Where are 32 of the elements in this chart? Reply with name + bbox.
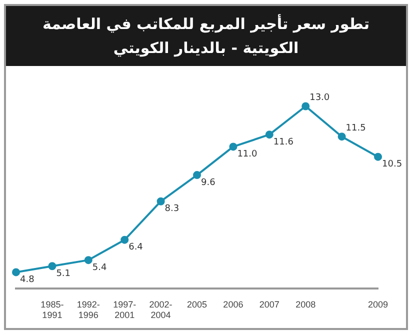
data-label: 9.6	[201, 178, 216, 188]
x-tick-label: 2005	[186, 299, 208, 310]
point	[48, 262, 56, 270]
point	[12, 268, 20, 276]
x-tick-label: 2007	[259, 299, 280, 310]
x-tick-label: 1992-1996	[76, 299, 100, 320]
point	[84, 256, 92, 264]
point	[338, 132, 346, 141]
data-label: 11.5	[346, 123, 366, 134]
x-tick-label: 1985-1991	[40, 299, 64, 320]
point	[120, 236, 129, 244]
x-tick-label: 2009	[368, 299, 388, 310]
point	[374, 152, 382, 161]
point	[302, 102, 310, 110]
data-label: 5.4	[92, 262, 107, 273]
chart-title: تطور سعر تأجير المربع للمكاتب في العاصمة الكويتية - بالدينار الكويتي	[6, 6, 406, 66]
data-label: 11.6	[273, 137, 294, 148]
x-tick-label: 2006	[223, 299, 244, 310]
point	[265, 130, 274, 139]
x-tick-label: 2002-2004	[149, 299, 172, 320]
data-label: 11.0	[237, 150, 258, 160]
data-label: 4.8	[20, 275, 35, 286]
point	[156, 197, 165, 206]
data-label: 5.1	[56, 268, 71, 279]
point	[193, 171, 201, 180]
x-tick-label: 2008	[296, 299, 316, 310]
point	[229, 142, 238, 151]
data-label: 10.5	[382, 160, 402, 170]
data-label: 13.0	[310, 93, 330, 104]
x-tick-label: 1997-2001	[113, 299, 136, 320]
data-label: 6.4	[128, 242, 144, 253]
data-label: 8.3	[164, 204, 180, 214]
